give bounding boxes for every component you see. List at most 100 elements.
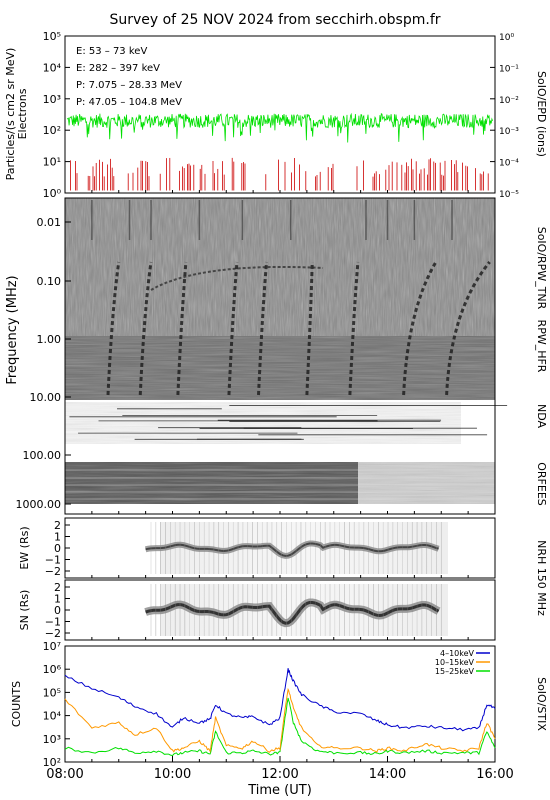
spectrogram-tick-label: 10.00 bbox=[30, 391, 62, 404]
x-tick-label: 14:00 bbox=[369, 767, 406, 782]
epd-frame bbox=[64, 35, 496, 194]
spectrogram-ylabel: Frequency (MHz) bbox=[5, 275, 20, 384]
nrh-tick-label: 0 bbox=[54, 604, 61, 617]
spectrogram-tick-label: 100.00 bbox=[23, 449, 62, 462]
chart-title: Survey of 25 NOV 2024 from secchirh.obsp… bbox=[109, 12, 440, 28]
spectrogram-ticks: 0.01 0.10 1.00 10.00 100.00 1000.00 bbox=[16, 216, 71, 511]
nrh-right-label: NRH 150 MHz bbox=[535, 540, 548, 616]
radio-bursts bbox=[91, 200, 491, 396]
x-tick-label: 16:00 bbox=[476, 767, 513, 782]
epd-right-tick-label: 10⁻² bbox=[499, 96, 519, 106]
epd-left-tick-label: 10⁰ bbox=[43, 187, 62, 200]
nrh-tick-label: −2 bbox=[45, 627, 61, 640]
nrh-sn-ticks: 210−1−2 bbox=[45, 581, 70, 640]
stix-ylabel: COUNTS bbox=[10, 681, 23, 727]
radio-burst bbox=[305, 261, 314, 396]
nrh-ew-panel: 210−1−2 EW (Rs) bbox=[18, 517, 496, 579]
nrh-tick-label: 1 bbox=[54, 593, 61, 606]
orfees-noise bbox=[65, 462, 495, 504]
radio-burst bbox=[138, 261, 153, 396]
nrh-tick-label: −1 bbox=[45, 616, 61, 629]
nda-lines bbox=[69, 405, 508, 440]
label-hfr: RPW_HFR bbox=[535, 320, 548, 373]
nrh-tick-label: 2 bbox=[54, 519, 61, 532]
stix-tick-label: 10² bbox=[43, 756, 61, 769]
epd-green-line bbox=[66, 112, 493, 143]
epd-left-tick-label: 10⁵ bbox=[43, 30, 61, 43]
epd-ylabel-1: Particles/(s cm2 sr MeV) bbox=[4, 48, 17, 181]
x-tick-label: 10:00 bbox=[154, 767, 191, 782]
nrh-ew-ticks: 210−1−2 bbox=[45, 519, 70, 578]
spectrogram-tick-label: 1000.00 bbox=[16, 498, 62, 511]
epd-left-tick-label: 10³ bbox=[43, 93, 61, 106]
stix-line bbox=[64, 697, 496, 757]
radio-burst bbox=[257, 261, 269, 396]
hfr-noise bbox=[65, 336, 495, 400]
epd-right-ticks: 10⁻⁵ 10⁻⁴ 10⁻³ 10⁻² 10⁻¹ 10⁰ bbox=[490, 33, 519, 200]
epd-right-tick-label: 10⁻⁵ bbox=[499, 190, 519, 200]
x-tick-label: 08:00 bbox=[46, 767, 83, 782]
epd-legend-3: P: 47.05 – 104.8 MeV bbox=[76, 97, 182, 108]
radio-burst bbox=[106, 261, 121, 396]
orfees-lines bbox=[65, 469, 495, 500]
nrh-tick-label: 0 bbox=[54, 542, 61, 555]
stix-tick-label: 10⁵ bbox=[43, 686, 61, 699]
nrh-sn-line bbox=[145, 601, 440, 625]
epd-ylabel-right: SoIO/EPD (ions) bbox=[535, 71, 548, 157]
epd-left-tick-label: 10² bbox=[43, 124, 61, 137]
x-tick-label: 12:00 bbox=[261, 767, 298, 782]
epd-left-tick-label: 10¹ bbox=[43, 156, 61, 169]
epd-green-series bbox=[66, 112, 493, 143]
nrh-ew-streaks bbox=[150, 522, 442, 574]
stix-tick-label: 10⁷ bbox=[43, 640, 61, 653]
x-axis-label: Time (UT) bbox=[247, 783, 312, 798]
epd-red-series bbox=[70, 157, 489, 191]
label-nda: NDA bbox=[535, 404, 548, 429]
epd-right-tick-label: 10⁻³ bbox=[499, 127, 519, 137]
stix-panel: 10² 10³ 10⁴ 10⁵ 10⁶ 10⁷ COUNTS SoIO/STIX 4–10… bbox=[10, 640, 548, 769]
stix-ticks: 10² 10³ 10⁴ 10⁵ 10⁶ 10⁷ bbox=[43, 640, 70, 769]
epd-ylabel-2: Electrons bbox=[16, 88, 29, 139]
epd-left-tick-label: 10⁴ bbox=[43, 61, 62, 74]
nda-noise bbox=[65, 402, 461, 444]
stix-frame bbox=[64, 645, 496, 763]
label-orfees: ORFEES bbox=[535, 462, 548, 506]
epd-legend-0: E: 53 – 73 keV bbox=[76, 46, 147, 57]
nrh-tick-label: −2 bbox=[45, 565, 61, 578]
stix-line bbox=[64, 668, 496, 732]
stix-legend-label: 10–15keV bbox=[435, 658, 475, 667]
radio-burst bbox=[348, 261, 360, 396]
epd-right-tick-label: 10⁻¹ bbox=[499, 64, 519, 74]
epd-right-tick-label: 10⁰ bbox=[499, 33, 514, 43]
radio-burst bbox=[445, 261, 491, 396]
nrh-tick-label: −1 bbox=[45, 554, 61, 567]
radio-burst-arc bbox=[150, 265, 324, 291]
nrh-tick-label: 1 bbox=[54, 531, 61, 544]
spectrogram-tick-label: 1.00 bbox=[37, 333, 62, 346]
stix-legend-label: 4–10keV bbox=[440, 649, 475, 658]
stix-right-label: SoIO/STIX bbox=[535, 677, 548, 731]
nrh-tick-label: 2 bbox=[54, 581, 61, 594]
stix-legend-label: 15–25keV bbox=[435, 667, 475, 676]
spectrogram-panel: 0.01 0.10 1.00 10.00 100.00 1000.00 Frequency… bbox=[5, 197, 548, 515]
stix-tick-label: 10⁴ bbox=[43, 710, 62, 723]
nrh-sn-ylabel: SN (Rs) bbox=[18, 590, 31, 631]
stix-series bbox=[64, 668, 496, 757]
spectrogram-tick-label: 0.01 bbox=[37, 216, 62, 229]
nrh-sn-streaks bbox=[150, 584, 442, 636]
stix-tick-label: 10³ bbox=[43, 733, 61, 746]
label-tnr: SoIO/RPW_TNR bbox=[535, 227, 548, 310]
radio-burst bbox=[176, 261, 188, 396]
epd-legend-2: P: 7.075 – 28.33 MeV bbox=[76, 80, 182, 91]
nrh-ew-ylabel: EW (Rs) bbox=[18, 526, 31, 569]
spectrogram-tick-label: 0.10 bbox=[37, 275, 62, 288]
x-axis: 08:00 10:00 12:00 14:00 16:00 bbox=[46, 190, 514, 782]
stix-line bbox=[64, 687, 496, 753]
stix-tick-label: 10⁶ bbox=[43, 663, 62, 676]
nrh-sn-panel: 210−1−2 SN (Rs) NRH 150 MHz bbox=[18, 540, 548, 641]
radio-burst bbox=[227, 261, 239, 396]
epd-legend-1: E: 282 – 397 keV bbox=[76, 63, 160, 74]
